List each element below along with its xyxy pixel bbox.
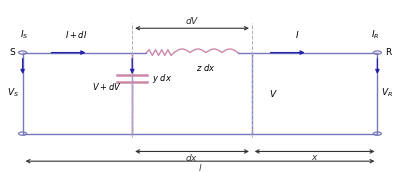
- Text: $dV$: $dV$: [185, 15, 199, 26]
- Text: $l$: $l$: [198, 162, 202, 173]
- Text: S: S: [9, 48, 15, 57]
- Text: $I_R$: $I_R$: [371, 29, 380, 41]
- Text: $V_S$: $V_S$: [7, 87, 19, 99]
- Text: $V$: $V$: [269, 88, 278, 99]
- Text: $x$: $x$: [311, 153, 318, 162]
- Text: $z\ dx$: $z\ dx$: [196, 62, 216, 73]
- Text: $y\ dx$: $y\ dx$: [152, 72, 172, 85]
- Text: $dx$: $dx$: [186, 152, 198, 163]
- Text: $V_R$: $V_R$: [381, 87, 393, 99]
- Text: $V + dV$: $V + dV$: [92, 81, 121, 92]
- Text: $I + dI$: $I + dI$: [65, 29, 88, 40]
- Text: R: R: [385, 48, 392, 57]
- Text: $I$: $I$: [296, 29, 300, 40]
- Text: $I_S$: $I_S$: [20, 29, 29, 41]
